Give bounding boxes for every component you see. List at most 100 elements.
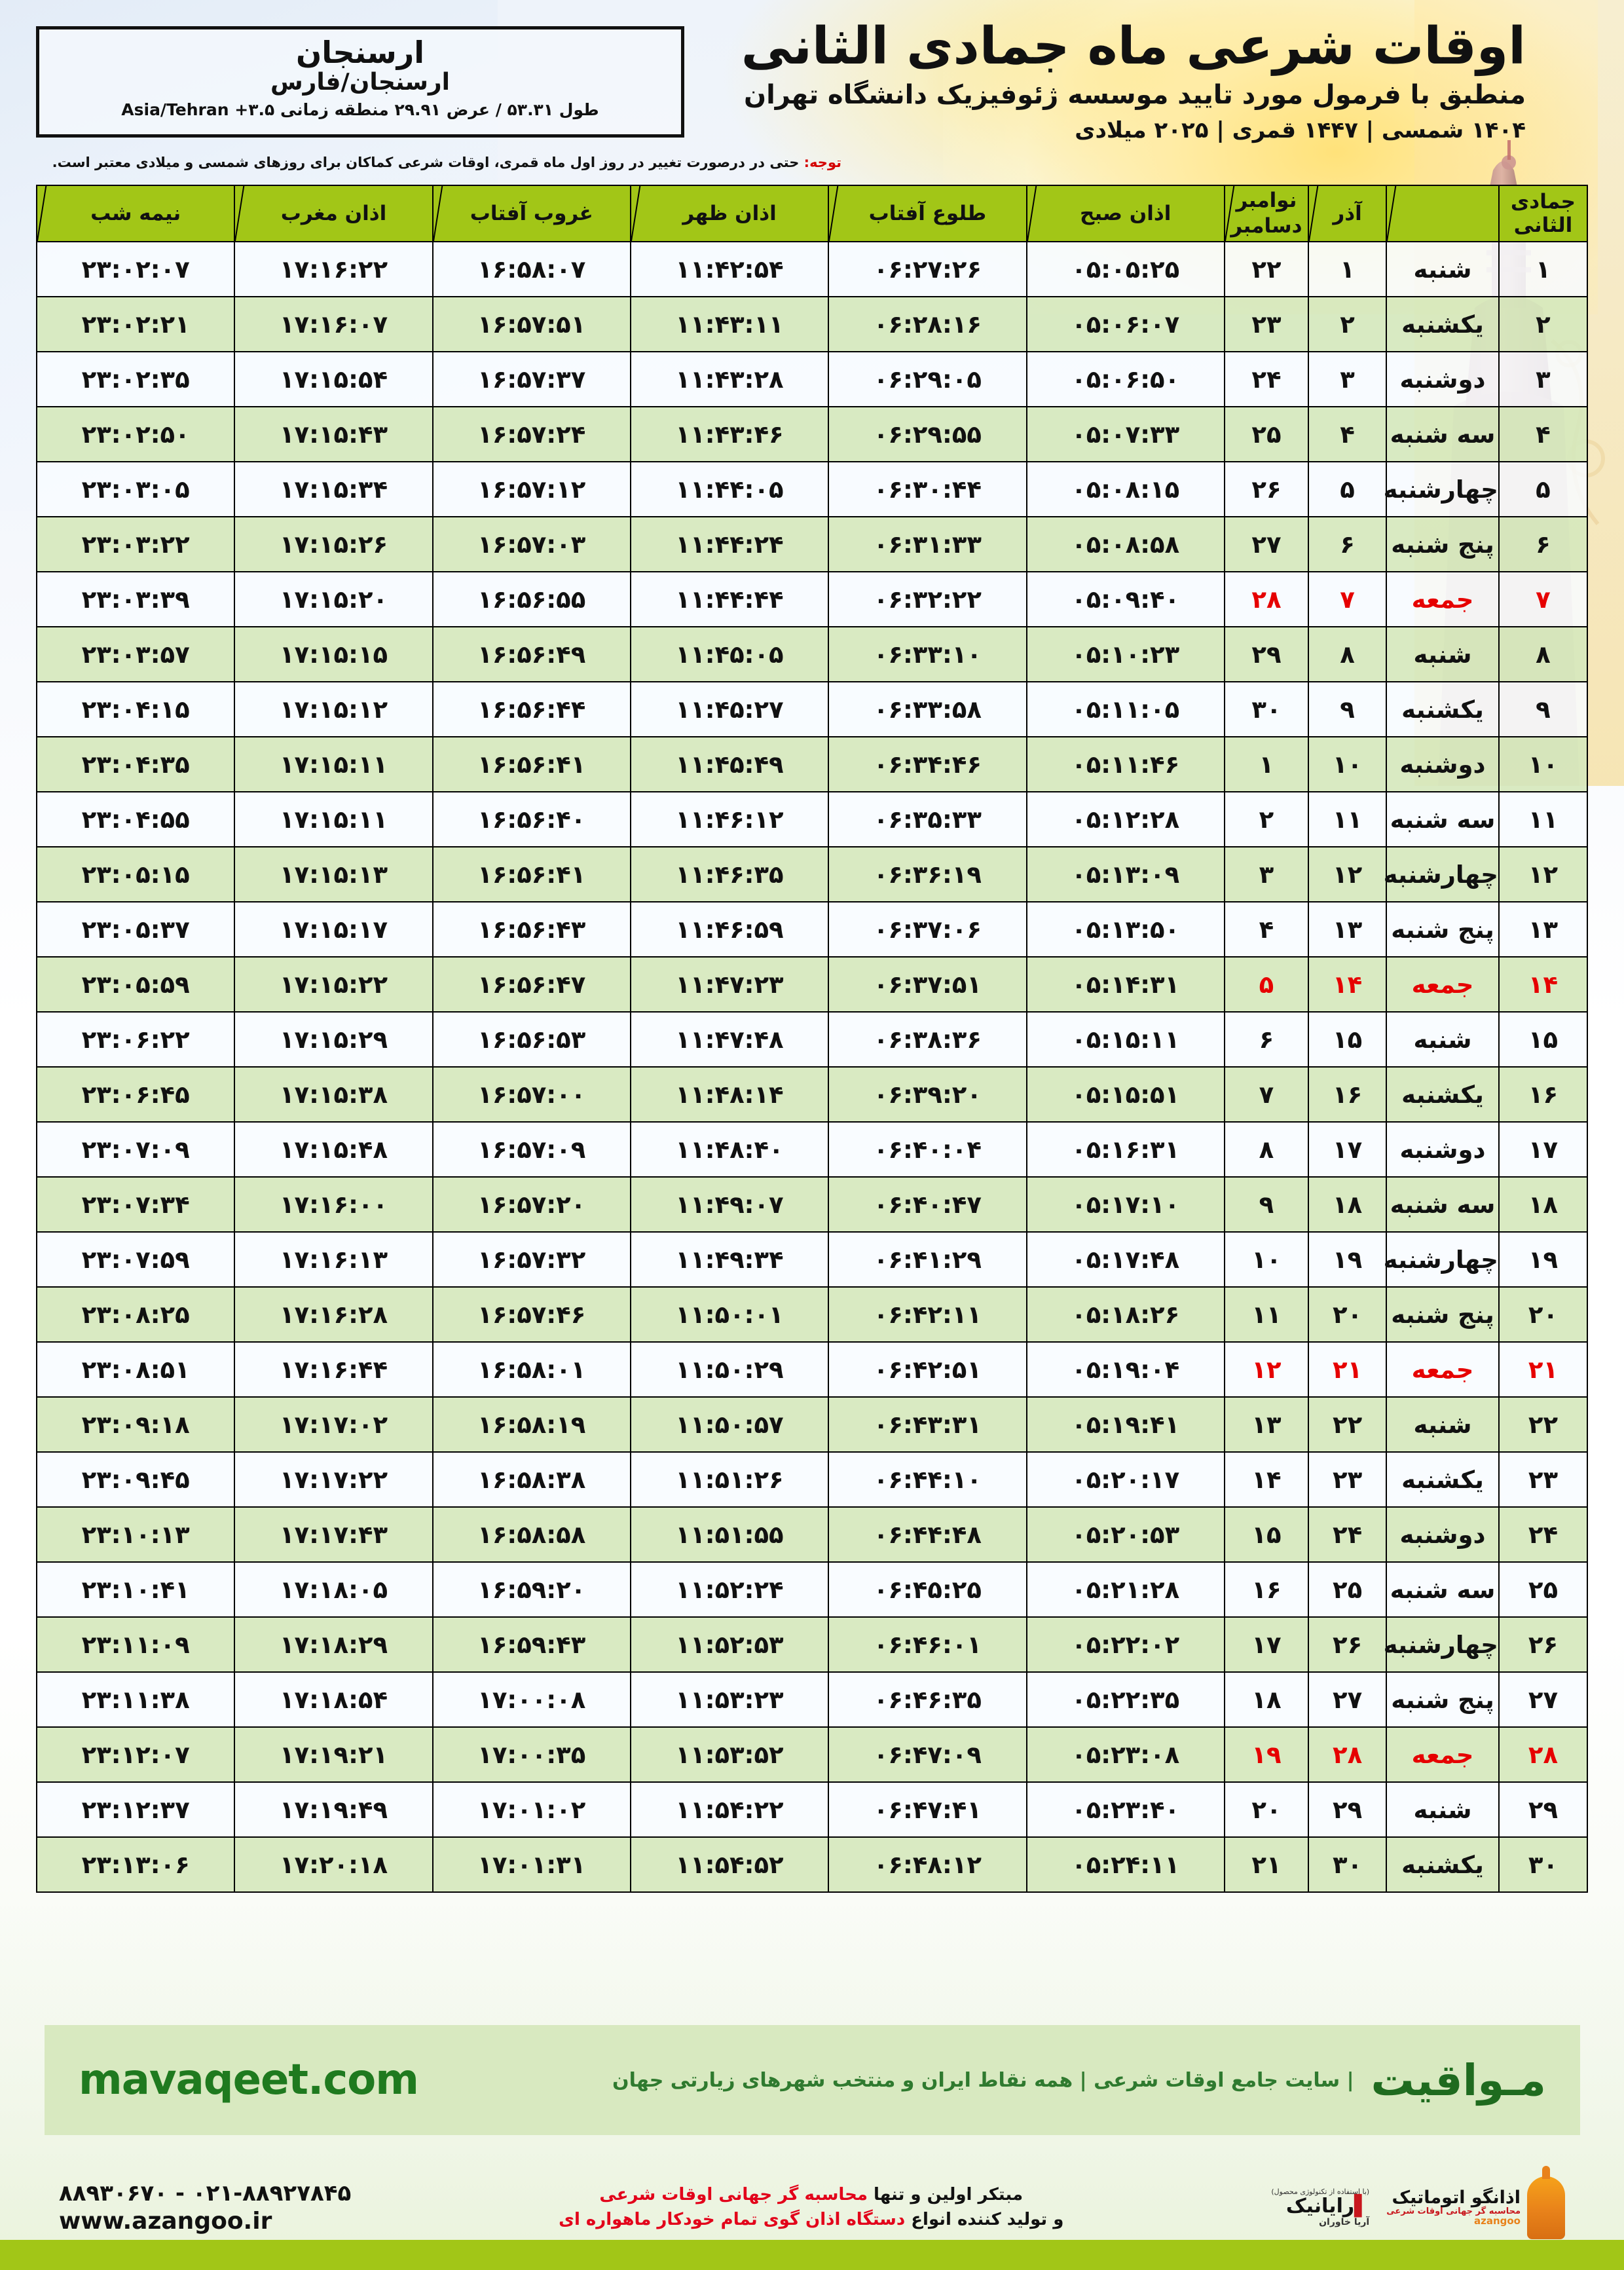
table-row: ۶ پنج شنبه ۶ ۲۷ ۰۵:۰۸:۵۸ ۰۶:۳۱:۳۳ ۱۱:۴۴:۲۴ ۱۶:۵… (35, 516, 1589, 572)
cell-fajr: ۰۵:۲۰:۵۳ (1025, 1506, 1225, 1563)
cell-dhuhr: ۱۱:۴۴:۴۴ (629, 571, 830, 627)
cell-sunrise: ۰۶:۴۷:۴۱ (828, 1781, 1027, 1838)
cell-sunrise: ۰۶:۴۰:۰۴ (828, 1121, 1027, 1178)
cell-sunrise: ۰۶:۲۸:۱۶ (828, 296, 1027, 352)
header-maghrib: اذان مغرب (234, 185, 434, 242)
cell-midnight: ۲۳:۱۱:۳۸ (35, 1671, 236, 1728)
cell-fajr: ۰۵:۱۷:۴۸ (1025, 1231, 1225, 1288)
cell-sunset: ۱۶:۵۷:۳۲ (432, 1231, 631, 1288)
cell-maghrib: ۱۷:۱۵:۴۳ (234, 406, 434, 462)
cell-day: یکشنبه (1386, 1836, 1500, 1893)
cell-hijri: ۲۷ (1308, 1671, 1388, 1728)
cell-hijri: ۱ (1308, 241, 1388, 297)
cell-hijri: ۳ (1308, 351, 1388, 407)
cell-sunrise: ۰۶:۳۹:۲۰ (828, 1066, 1027, 1123)
cell-maghrib: ۱۷:۱۵:۲۹ (234, 1011, 434, 1068)
cell-day: شنبه (1386, 626, 1500, 682)
footer-website-link[interactable]: www.azangoo.ir (59, 2207, 272, 2235)
cell-greg: ۱۶ (1223, 1561, 1310, 1618)
cell-greg: ۱۷ (1223, 1616, 1310, 1673)
prayer-times-table-wrap: جمادی الثانی آذر نوامبر دسامبر اذان صبح … (35, 185, 1589, 1893)
cell-fajr: ۰۵:۱۱:۴۶ (1025, 736, 1225, 792)
cell-day: چهارشنبه (1384, 1231, 1500, 1288)
cell-sunset: ۱۶:۵۹:۴۳ (432, 1616, 631, 1673)
cell-idx: ۱۵ (1498, 1011, 1589, 1068)
cell-midnight: ۲۳:۰۸:۲۵ (35, 1286, 236, 1343)
cell-dhuhr: ۱۱:۴۳:۱۱ (629, 296, 830, 352)
header-fajr: اذان صبح (1025, 185, 1225, 242)
header-solar-month: آذر (1308, 185, 1388, 242)
footer-phone: ۰۲۱-۸۸۹۲۷۸۴۵ - ۸۸۹۳۰۶۷۰ (59, 2180, 352, 2206)
cell-day: دوشنبه (1386, 1506, 1500, 1563)
cell-idx: ۶ (1498, 516, 1589, 572)
cell-sunrise: ۰۶:۴۰:۴۷ (828, 1176, 1027, 1233)
azangoo-subtitle: محاسبه گر جهانی اوقات شرعی (1386, 2206, 1521, 2217)
note-label: توجه: (803, 155, 841, 170)
cell-day: پنج شنبه (1386, 516, 1500, 572)
cell-midnight: ۲۳:۰۹:۴۵ (35, 1451, 236, 1508)
table-row: ۲ یکشنبه ۲ ۲۳ ۰۵:۰۶:۰۷ ۰۶:۲۸:۱۶ ۱۱:۴۳:۱۱ ۱۶:۵۷:… (35, 296, 1589, 352)
cell-sunset: ۱۶:۵۶:۴۹ (432, 626, 631, 682)
cell-hijri: ۱۰ (1308, 736, 1388, 792)
cell-hijri: ۱۳ (1308, 901, 1388, 958)
cell-greg: ۳ (1223, 846, 1310, 902)
cell-sunrise: ۰۶:۴۵:۲۵ (828, 1561, 1027, 1618)
cell-midnight: ۲۳:۰۴:۱۵ (35, 681, 236, 737)
bottom-green-strip (0, 2240, 1624, 2270)
cell-maghrib: ۱۷:۱۵:۲۶ (234, 516, 434, 572)
cell-day: یکشنبه (1386, 1451, 1500, 1508)
table-row: ۸ شنبه ۸ ۲۹ ۰۵:۱۰:۲۳ ۰۶:۳۳:۱۰ ۱۱:۴۵:۰۵ ۱۶:۵۶:۴۹… (35, 626, 1589, 682)
table-row: ۲۴ دوشنبه ۲۴ ۱۵ ۰۵:۲۰:۵۳ ۰۶:۴۴:۴۸ ۱۱:۵۱:۵۵ ۱۶:۵… (35, 1506, 1589, 1563)
cell-sunrise: ۰۶:۴۲:۱۱ (828, 1286, 1027, 1343)
cell-sunrise: ۰۶:۴۷:۰۹ (828, 1726, 1027, 1783)
cell-greg: ۲۷ (1223, 516, 1310, 572)
cell-maghrib: ۱۷:۱۵:۱۷ (234, 901, 434, 958)
header-dhuhr: اذان ظهر (629, 185, 830, 242)
mavaqeet-domain-link[interactable]: mavaqeet.com (79, 2056, 419, 2104)
cell-maghrib: ۱۷:۱۸:۰۵ (234, 1561, 434, 1618)
cell-idx: ۲۵ (1498, 1561, 1589, 1618)
prayer-times-table: جمادی الثانی آذر نوامبر دسامبر اذان صبح … (35, 185, 1589, 1893)
header-gregorian-top: نوامبر (1236, 189, 1297, 213)
cell-sunrise: ۰۶:۴۳:۳۱ (828, 1396, 1027, 1453)
cell-sunset: ۱۶:۵۷:۲۰ (432, 1176, 631, 1233)
page-subtitle: منطبق با فرمول مورد تایید موسسه ژئوفیزیک… (743, 80, 1526, 111)
mavaqeet-brand: مـواقیت (1371, 2055, 1546, 2106)
cell-dhuhr: ۱۱:۴۵:۲۷ (629, 681, 830, 737)
cell-dhuhr: ۱۱:۴۴:۲۴ (629, 516, 830, 572)
cell-sunset: ۱۶:۵۶:۴۴ (432, 681, 631, 737)
cell-sunset: ۱۶:۵۶:۵۳ (432, 1011, 631, 1068)
header-gregorian-bottom: دسامبر (1230, 214, 1302, 238)
cell-hijri: ۴ (1308, 406, 1388, 462)
cell-fajr: ۰۵:۲۱:۲۸ (1025, 1561, 1225, 1618)
cell-dhuhr: ۱۱:۴۷:۴۸ (629, 1011, 830, 1068)
footer-desc-2b: دستگاه اذان گوی تمام خودکار ماهواره ای (559, 2210, 906, 2229)
title-block: اوقات شرعی ماه جمادی الثانی منطبق با فرم… (740, 18, 1526, 144)
cell-midnight: ۲۳:۰۳:۳۹ (35, 571, 236, 627)
cell-midnight: ۲۳:۰۵:۳۷ (35, 901, 236, 958)
cell-midnight: ۲۳:۰۴:۵۵ (35, 791, 236, 847)
cell-day: چهارشنبه (1384, 1616, 1500, 1673)
cell-day: دوشنبه (1386, 351, 1500, 407)
cell-maghrib: ۱۷:۱۵:۴۸ (234, 1121, 434, 1178)
cell-midnight: ۲۳:۰۴:۳۵ (35, 736, 236, 792)
cell-maghrib: ۱۷:۱۹:۴۹ (234, 1781, 434, 1838)
cell-day: دوشنبه (1386, 1121, 1500, 1178)
cell-midnight: ۲۳:۰۶:۴۵ (35, 1066, 236, 1123)
cell-maghrib: ۱۷:۱۶:۱۳ (234, 1231, 434, 1288)
cell-sunset: ۱۶:۵۷:۱۲ (432, 461, 631, 517)
cell-maghrib: ۱۷:۱۵:۲۲ (234, 956, 434, 1013)
cell-midnight: ۲۳:۱۰:۴۱ (35, 1561, 236, 1618)
header-hijri-month: جمادی الثانی (1498, 185, 1589, 242)
cell-midnight: ۲۳:۱۰:۱۳ (35, 1506, 236, 1563)
cell-fajr: ۰۵:۱۴:۳۱ (1025, 956, 1225, 1013)
cell-maghrib: ۱۷:۱۶:۲۸ (234, 1286, 434, 1343)
cell-maghrib: ۱۷:۱۵:۱۲ (234, 681, 434, 737)
cell-maghrib: ۱۷:۱۵:۱۱ (234, 736, 434, 792)
cell-midnight: ۲۳:۰۶:۲۲ (35, 1011, 236, 1068)
cell-greg: ۷ (1223, 1066, 1310, 1123)
table-row: ۱۲ چهارشنبه ۱۲ ۳ ۰۵:۱۳:۰۹ ۰۶:۳۶:۱۹ ۱۱:۴۶:۳۵ ۱۶:… (35, 846, 1589, 902)
city-name: ارسنجان (296, 35, 424, 70)
cell-sunrise: ۰۶:۳۸:۳۶ (828, 1011, 1027, 1068)
cell-fajr: ۰۵:۱۱:۰۵ (1025, 681, 1225, 737)
